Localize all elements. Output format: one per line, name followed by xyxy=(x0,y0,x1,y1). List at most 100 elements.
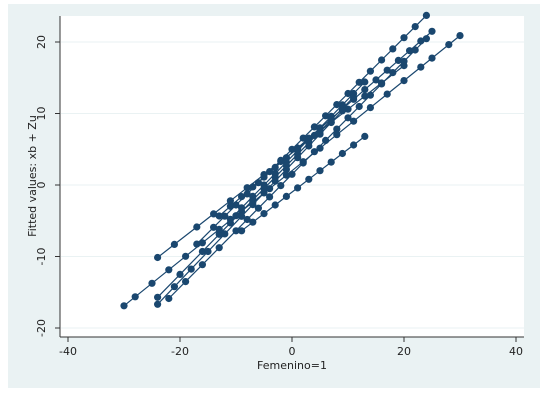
y-tick-label: 10 xyxy=(35,107,48,121)
data-point xyxy=(249,218,257,226)
data-point xyxy=(383,66,391,74)
data-point xyxy=(411,23,419,31)
y-tick-label: 20 xyxy=(35,35,48,49)
data-point xyxy=(299,158,307,166)
data-point xyxy=(238,212,246,220)
data-point xyxy=(361,132,369,140)
data-point xyxy=(322,136,330,144)
data-point xyxy=(182,252,190,260)
data-point xyxy=(198,239,206,247)
data-point xyxy=(266,193,274,201)
x-tick-label: -40 xyxy=(59,345,77,358)
x-tick-label: 0 xyxy=(289,345,296,358)
data-point xyxy=(299,134,307,142)
data-point xyxy=(170,240,178,248)
data-point xyxy=(187,265,195,273)
data-point xyxy=(282,165,290,173)
data-point xyxy=(406,47,414,55)
data-point xyxy=(366,91,374,99)
data-point xyxy=(215,230,223,238)
data-point xyxy=(221,230,229,238)
data-point xyxy=(260,210,268,218)
data-point xyxy=(333,131,341,139)
data-point xyxy=(456,31,464,40)
data-point xyxy=(170,283,178,291)
series-group xyxy=(120,11,464,310)
series-line xyxy=(123,35,461,307)
data-point xyxy=(355,78,363,86)
series-line-group xyxy=(193,11,430,248)
series-line xyxy=(157,96,355,298)
data-point xyxy=(350,117,358,125)
data-point xyxy=(422,35,430,43)
data-point xyxy=(366,104,374,112)
data-point xyxy=(400,77,408,85)
data-point xyxy=(400,57,408,65)
data-point xyxy=(277,182,285,190)
data-point xyxy=(372,76,380,84)
data-point xyxy=(316,130,324,138)
data-point xyxy=(310,123,318,131)
data-point xyxy=(445,41,453,49)
data-point xyxy=(316,144,324,152)
data-point xyxy=(215,212,223,220)
data-point xyxy=(361,92,369,100)
data-point xyxy=(361,78,369,86)
data-point xyxy=(271,201,279,209)
data-point xyxy=(226,197,234,205)
data-point xyxy=(428,54,436,62)
x-tick-label: 20 xyxy=(397,345,411,358)
series-line-group xyxy=(154,107,346,308)
data-point xyxy=(389,69,397,77)
x-axis-ticks: -40 -20 0 20 40 xyxy=(59,337,523,358)
y-tick-label: -20 xyxy=(35,319,48,337)
y-tick-label: 0 xyxy=(35,182,48,189)
data-point xyxy=(238,227,246,235)
data-point xyxy=(310,131,318,139)
data-point xyxy=(193,223,201,231)
data-point xyxy=(322,112,330,120)
data-point xyxy=(350,93,358,101)
data-point xyxy=(131,293,139,301)
data-point xyxy=(394,56,402,64)
data-point xyxy=(327,118,335,127)
data-point xyxy=(366,67,374,75)
data-point xyxy=(333,125,341,133)
data-point xyxy=(260,173,268,181)
data-point xyxy=(249,183,257,191)
data-point xyxy=(154,293,162,301)
data-point xyxy=(254,204,262,212)
data-point xyxy=(338,149,346,158)
data-point xyxy=(389,45,397,53)
data-point xyxy=(198,247,206,256)
data-point xyxy=(383,90,391,98)
data-point xyxy=(243,190,251,198)
data-point xyxy=(327,158,335,166)
data-point xyxy=(271,163,279,171)
data-point xyxy=(165,266,173,274)
data-point xyxy=(221,212,229,220)
data-point xyxy=(338,107,346,115)
data-point xyxy=(271,177,279,185)
data-point xyxy=(215,244,223,252)
data-point xyxy=(238,193,246,201)
data-point xyxy=(204,247,212,256)
y-tick-label: -10 xyxy=(35,248,48,266)
data-point xyxy=(316,167,324,175)
data-point xyxy=(361,86,369,94)
data-point xyxy=(305,142,313,150)
data-point xyxy=(350,141,358,149)
data-point xyxy=(232,227,240,235)
series-line-group xyxy=(238,132,369,235)
data-point xyxy=(243,215,251,224)
y-axis-ticks: -20 -10 0 10 20 xyxy=(35,35,60,337)
data-point xyxy=(355,102,363,111)
data-point xyxy=(226,202,234,210)
data-point xyxy=(182,278,190,286)
data-point xyxy=(120,302,128,310)
data-point xyxy=(210,223,218,231)
data-point xyxy=(417,63,425,71)
data-point xyxy=(378,56,386,64)
